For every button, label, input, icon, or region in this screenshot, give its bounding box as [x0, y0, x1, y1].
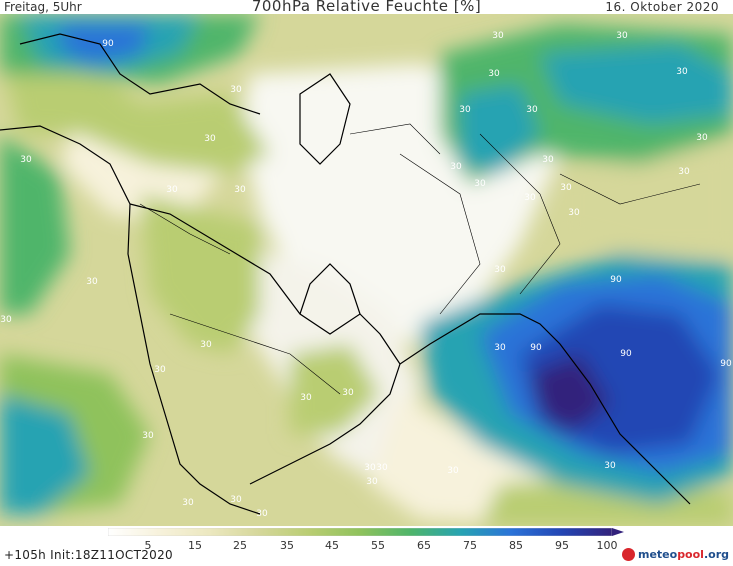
contour-label: 30	[200, 340, 212, 350]
contour-label: 30	[447, 466, 459, 476]
contour-label: 30	[0, 315, 12, 325]
legend-tick: 100	[596, 539, 618, 552]
contour-label: 90	[610, 275, 622, 285]
contour-label: 30	[678, 167, 690, 177]
contour-label: 30	[542, 155, 554, 165]
contour-label: 30	[364, 463, 376, 473]
contour-label: 30	[616, 31, 628, 41]
contour-label: 30	[256, 509, 268, 519]
contour-label: 30	[526, 105, 538, 115]
contour-label: 30	[342, 388, 354, 398]
contour-label: 30	[300, 393, 312, 403]
contour-label: 30	[366, 477, 378, 487]
contour-label: 30	[86, 277, 98, 287]
brand-org: .org	[703, 548, 729, 561]
humidity-shading	[0, 14, 733, 526]
legend-tick: 95	[555, 539, 569, 552]
contour-label: 30	[604, 461, 616, 471]
contour-label: 30	[142, 431, 154, 441]
contour-label: 30	[182, 498, 194, 508]
contour-label: 30	[560, 183, 572, 193]
contour-label: 30	[166, 185, 178, 195]
logo-icon	[621, 548, 635, 561]
contour-label: 30	[230, 495, 242, 505]
contour-label: 30	[230, 85, 242, 95]
forecast-run-label: +105h Init:18Z11OCT2020	[4, 548, 173, 562]
contour-label: 30	[234, 185, 246, 195]
legend-tick: 45	[325, 539, 339, 552]
brand-meteo: meteo	[637, 548, 678, 561]
legend-tick: 5	[144, 539, 152, 552]
valid-date-label: 16. Oktober 2020	[605, 0, 719, 14]
contour-label: 30	[494, 265, 506, 275]
contour-label: 30	[204, 134, 216, 144]
map-title: 700hPa Relative Feuchte [%]	[251, 0, 482, 15]
contour-label: 30	[494, 343, 506, 353]
contour-labels: 90 30 30 30 30 30 30 30 30 30 30 30 30 30 30 30 30 30 30 30…	[0, 31, 732, 519]
valid-day-label: Freitag, 5Uhr	[4, 0, 82, 14]
legend-tick: 65	[417, 539, 431, 552]
contour-label: 90	[102, 39, 114, 49]
contour-label: 30	[568, 208, 580, 218]
country-borders	[139, 123, 701, 395]
contour-label: 30	[676, 67, 688, 77]
contour-label: 30	[696, 133, 708, 143]
contour-label: 90	[530, 343, 542, 353]
contour-label: 30	[488, 69, 500, 79]
legend-tick: 55	[371, 539, 385, 552]
coastlines	[0, 33, 691, 515]
contour-label: 30	[154, 365, 166, 375]
contour-label: 30	[492, 31, 504, 41]
humidity-map: 90 30 30 30 30 30 30 30 30 30 30 30 30 30 30 30 30 30 30 30…	[0, 14, 733, 526]
contour-label: 30	[376, 463, 388, 473]
meteopool-logo[interactable]: meteo pool .org	[621, 548, 729, 561]
contour-label: 30	[524, 193, 536, 203]
contour-label: 30	[474, 179, 486, 189]
legend-tick: 85	[509, 539, 523, 552]
brand-pool: pool	[677, 548, 704, 561]
contour-label: 30	[20, 155, 32, 165]
legend-colorbar	[108, 528, 624, 536]
contour-label: 90	[720, 359, 732, 369]
contour-label: 90	[620, 349, 632, 359]
contour-label: 30	[459, 105, 471, 115]
legend-tick: 15	[188, 539, 202, 552]
legend-tick: 25	[233, 539, 247, 552]
legend-ticks: 5 15 25 35 45 55 65 75 85 95 100	[108, 539, 628, 553]
legend-tick: 35	[280, 539, 294, 552]
contour-label: 30	[450, 162, 462, 172]
legend-tick: 75	[463, 539, 477, 552]
